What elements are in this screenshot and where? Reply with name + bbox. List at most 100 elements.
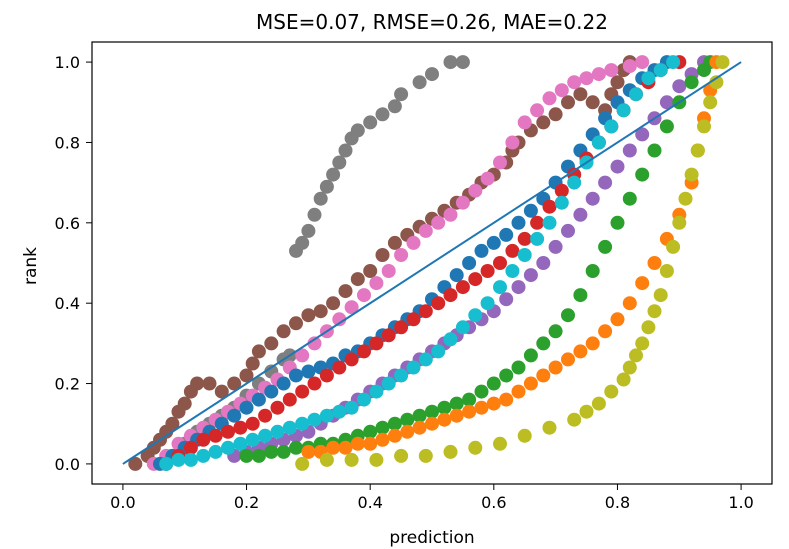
data-point: [598, 175, 613, 190]
data-point: [165, 416, 180, 431]
data-point: [394, 320, 409, 335]
data-point: [511, 215, 526, 230]
data-point: [462, 392, 477, 407]
data-point: [672, 215, 687, 230]
y-axis-label: rank: [21, 247, 41, 285]
data-point: [400, 424, 415, 439]
data-point: [387, 416, 402, 431]
data-point: [505, 243, 520, 258]
data-point: [431, 344, 446, 359]
data-point: [350, 123, 365, 138]
data-point: [499, 392, 514, 407]
data-point: [511, 384, 526, 399]
data-point: [350, 436, 365, 451]
data-point: [659, 264, 674, 278]
data-point: [622, 59, 637, 74]
data-point: [258, 428, 273, 443]
data-point: [455, 55, 470, 70]
data-point: [573, 207, 588, 222]
series-1: [165, 55, 470, 463]
data-point: [690, 143, 705, 158]
reference-line: [122, 61, 742, 465]
data-point: [709, 75, 724, 90]
data-point: [258, 408, 273, 423]
data-point: [208, 444, 223, 459]
data-point: [295, 416, 310, 431]
data-point: [443, 55, 458, 70]
data-point: [468, 183, 483, 198]
data-point: [183, 440, 198, 455]
data-point: [375, 248, 390, 262]
data-point: [604, 63, 619, 78]
x-tick-label: 0.4: [357, 493, 382, 512]
data-point: [233, 436, 248, 451]
data-point: [536, 336, 551, 351]
plot-frame: [91, 41, 773, 485]
data-point: [394, 448, 409, 463]
data-point: [233, 420, 248, 435]
data-point: [610, 159, 625, 174]
data-point: [338, 440, 353, 455]
data-point: [536, 368, 551, 383]
data-point: [653, 63, 668, 78]
data-point: [536, 256, 551, 270]
data-point: [387, 235, 402, 250]
data-point: [443, 207, 458, 222]
data-point: [319, 368, 334, 383]
data-point: [684, 75, 699, 90]
data-point: [437, 412, 452, 427]
data-point: [672, 79, 687, 94]
data-point: [326, 440, 341, 455]
data-point: [585, 336, 600, 351]
data-point: [591, 135, 606, 150]
data-point: [332, 404, 347, 419]
data-point: [579, 71, 594, 86]
data-point: [486, 376, 501, 391]
data-point: [375, 432, 390, 447]
data-point: [313, 191, 328, 206]
data-point: [406, 312, 421, 327]
data-point: [239, 448, 254, 463]
data-point: [567, 412, 582, 427]
data-point: [579, 404, 594, 419]
data-point: [591, 67, 606, 82]
data-point: [659, 95, 674, 110]
data-point: [554, 83, 569, 98]
data-point: [666, 55, 681, 70]
data-point: [666, 239, 681, 254]
data-point: [622, 360, 637, 375]
data-point: [338, 284, 353, 299]
data-point: [517, 231, 532, 246]
data-point: [276, 376, 291, 391]
data-point: [610, 215, 625, 230]
data-point: [567, 75, 582, 90]
data-point: [499, 292, 514, 307]
data-point: [295, 235, 310, 250]
data-point: [585, 191, 600, 206]
x-tick-label: 0.2: [234, 493, 259, 512]
y-tick-label: 0.8: [55, 133, 80, 152]
data-point: [332, 155, 347, 170]
x-tick-label: 1.0: [728, 493, 753, 512]
data-point: [332, 360, 347, 375]
data-point: [443, 332, 458, 347]
data-point: [307, 376, 322, 391]
data-point: [542, 420, 557, 435]
data-point: [635, 167, 650, 182]
data-point: [530, 215, 545, 230]
data-point: [635, 127, 650, 142]
data-point: [301, 444, 316, 459]
axes: 0.0 0.2 0.4 0.6 0.8 1.0 0.0 0.2 0.4 0.6 0.8 1.0: [55, 53, 754, 512]
data-point: [462, 256, 477, 270]
data-point: [641, 320, 656, 335]
data-point: [629, 348, 643, 363]
data-point: [418, 352, 433, 367]
data-point: [647, 143, 662, 158]
data-point: [295, 456, 310, 471]
data-point: [635, 276, 650, 291]
data-point: [474, 243, 489, 258]
data-point: [431, 215, 446, 230]
data-point: [245, 432, 260, 447]
data-point: [338, 143, 353, 158]
data-point: [196, 448, 211, 463]
